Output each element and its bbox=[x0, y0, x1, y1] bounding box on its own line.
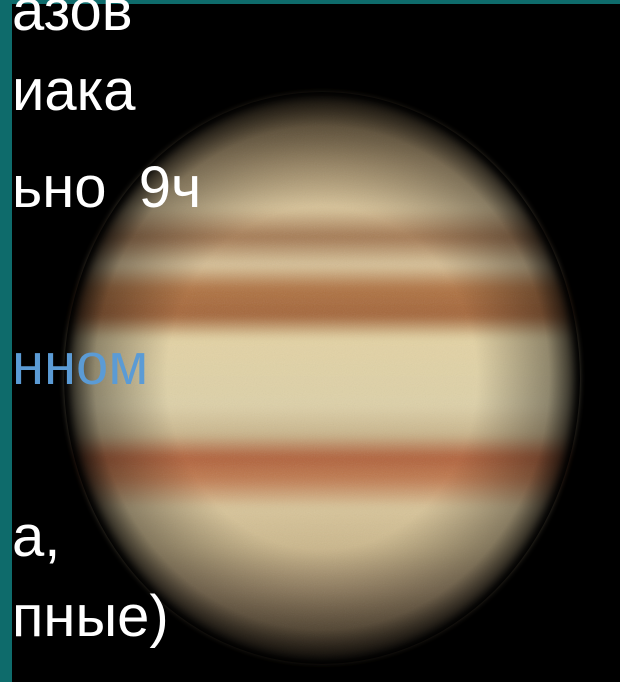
top-rule bbox=[0, 0, 620, 4]
text-line: азов bbox=[12, 0, 133, 43]
text-line: иака bbox=[12, 58, 136, 123]
text-line-highlight: нном bbox=[12, 332, 148, 397]
jupiter-image bbox=[64, 92, 580, 664]
text-line: пные) bbox=[12, 584, 169, 649]
left-bar bbox=[0, 0, 12, 682]
text-line: ьно 9ч bbox=[12, 155, 201, 220]
text-line: а, bbox=[12, 504, 60, 569]
